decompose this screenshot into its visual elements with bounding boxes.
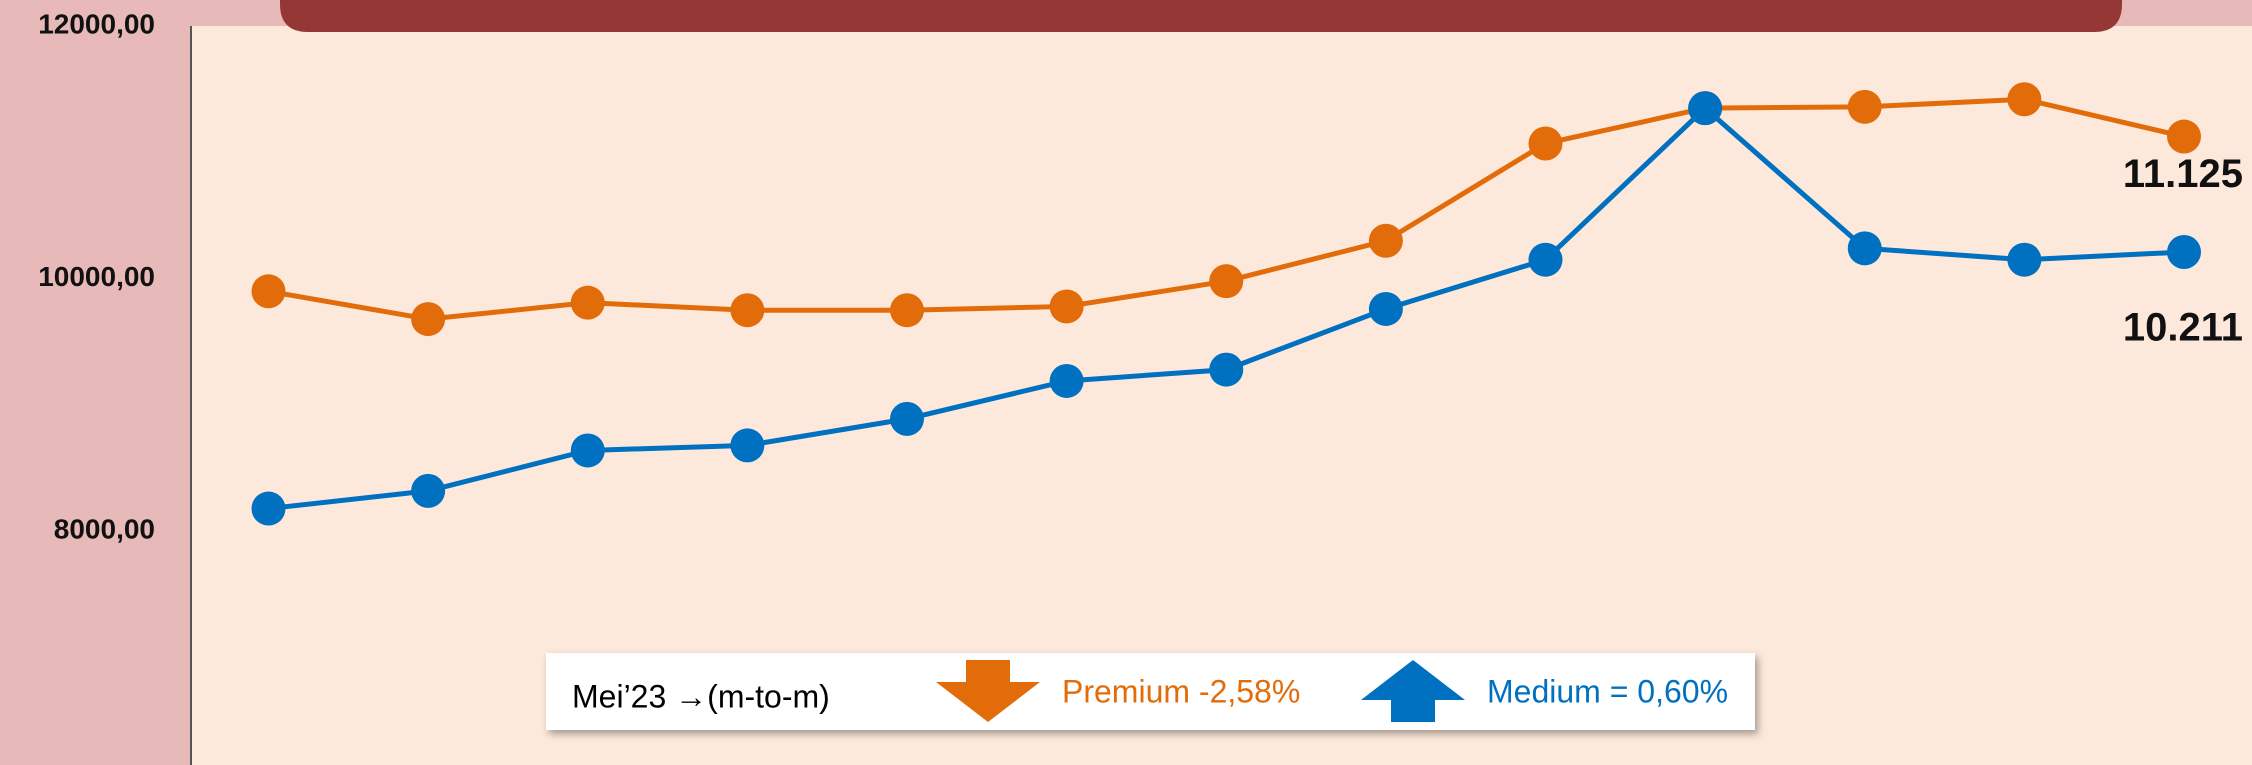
point [890, 401, 924, 436]
legend-label: Medium = 0,60% [1487, 673, 1728, 709]
point [1049, 363, 1084, 398]
legend-title: Mei’23 →(m-to-m) [572, 678, 830, 714]
point [411, 302, 446, 337]
point [2167, 119, 2201, 154]
point [730, 293, 765, 328]
point [1528, 242, 1563, 277]
legend: Premium -2,58% Medium = 0,60% [936, 660, 1728, 722]
point [1368, 291, 1403, 326]
point [570, 433, 605, 468]
point [2007, 242, 2042, 277]
legend-box [546, 653, 1755, 730]
y-tick-label: 8000,00 [54, 514, 155, 545]
point [1528, 126, 1563, 161]
point [570, 285, 605, 320]
point [890, 293, 924, 328]
point [2167, 234, 2201, 269]
point [1368, 223, 1403, 258]
plot-area [191, 26, 2252, 765]
legend-arrow [936, 660, 1040, 722]
plot: 11.125 10.211 [251, 82, 2243, 526]
legend-arrow [1361, 660, 1465, 722]
point [2007, 82, 2042, 117]
point [1209, 352, 1244, 387]
data-label: 11.125 [2123, 152, 2243, 196]
header-banner [280, 0, 2122, 32]
y-tick-label: 12000,00 [38, 8, 155, 39]
point [1847, 231, 1882, 266]
point [251, 491, 286, 526]
point [1688, 91, 1723, 126]
point [251, 274, 286, 309]
point [1049, 289, 1084, 324]
point [730, 428, 765, 463]
point [1847, 89, 1882, 124]
legend-label: Premium -2,58% [1062, 673, 1300, 709]
point [1209, 264, 1244, 299]
y-tick-label: 10000,00 [38, 261, 155, 292]
data-label: 10.211 [2123, 306, 2243, 350]
point [411, 473, 446, 508]
